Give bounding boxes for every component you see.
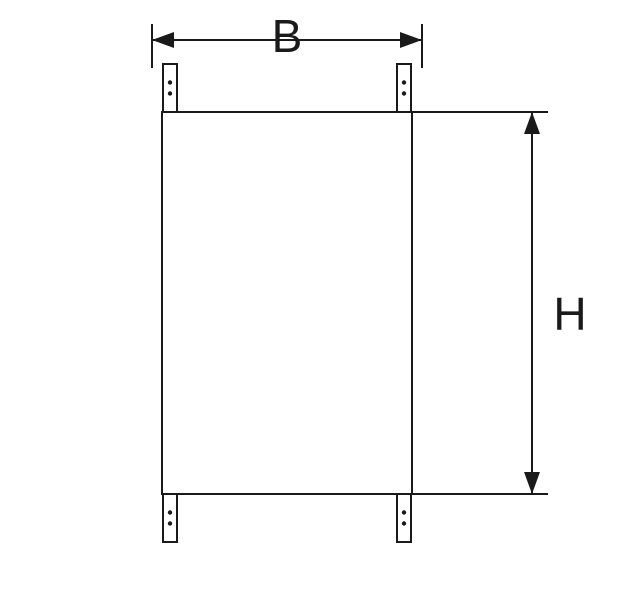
dimension-height-H: H bbox=[408, 112, 587, 494]
panel-rect bbox=[162, 112, 412, 494]
dimension-width-B: B bbox=[152, 10, 422, 68]
mount-brackets bbox=[163, 64, 411, 542]
technical-drawing: B H bbox=[0, 0, 644, 600]
dimension-H-label: H bbox=[553, 288, 586, 340]
dimension-B-label: B bbox=[272, 10, 303, 62]
